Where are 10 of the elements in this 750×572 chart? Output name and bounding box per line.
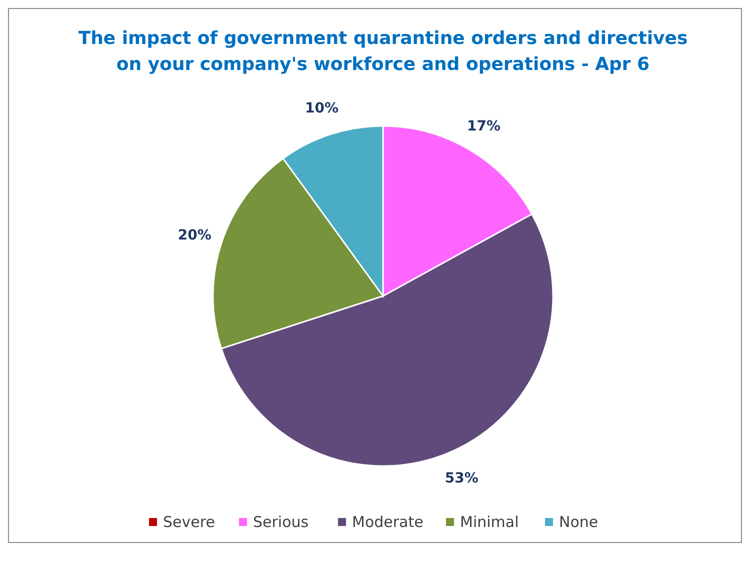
data-label: 53% [444,470,478,487]
legend-label: Severe [163,513,215,531]
data-label: 17% [467,118,501,134]
legend-label: None [559,513,598,531]
legend-label: Moderate [352,513,424,531]
legend-label: Minimal [460,513,519,531]
chart-title: The impact of government quarantine orders and directives on your company's workforce and operations - Apr 6 [78,28,688,75]
data-label: 10% [305,100,339,117]
data-label: 20% [178,228,212,244]
legend-label: Serious [253,513,309,531]
